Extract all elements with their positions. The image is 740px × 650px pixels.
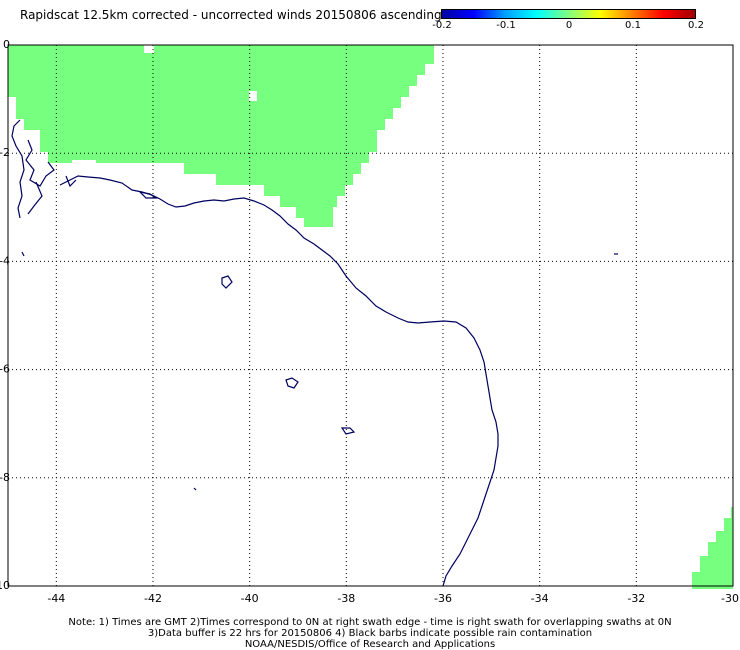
tick-label: 0 [3,38,10,51]
tick-label: -6 [0,363,10,376]
coastline [11,119,618,587]
map-frame [7,44,734,587]
colorbar-label: 0 [565,20,573,31]
map-grid [8,45,733,586]
tick-label: -30 [721,592,739,605]
tick-label: -40 [241,592,259,605]
note-line-2: 3)Data buffer is 22 hrs for 20150806 4) … [147,628,593,639]
tick-label: -36 [434,592,452,605]
map-title: Rapidscat 12.5km corrected - uncorrected… [20,8,442,22]
color-scale-bar [441,9,696,19]
note-line-3: NOAA/NESDIS/Office of Research and Appli… [244,639,496,650]
note-line-1: Note: 1) Times are GMT 2)Times correspon… [68,617,672,628]
colorbar-label: -0.1 [496,20,516,31]
tick-label: -38 [337,592,355,605]
axis-labels: -44 -42 -40 -38 -36 -34 -32 -30 0 -2 -4 -6 -8 -10 [0,38,739,605]
tick-label: -42 [144,592,162,605]
tick-label: -10 [0,579,10,592]
tick-label: -34 [531,592,549,605]
tick-label: -4 [0,254,10,267]
tick-label: -32 [627,592,645,605]
tick-label: -44 [47,592,65,605]
colorbar-label: -0.2 [432,20,452,31]
colorbar-label: 0.1 [625,20,641,31]
tick-label: -8 [0,471,10,484]
tick-label: -2 [0,146,10,159]
wind-map: -44 -42 -40 -38 -36 -34 -32 -30 0 -2 -4 -6 -8 -10 [0,38,739,605]
colorbar-label: 0.2 [688,20,704,31]
wind-swath-region [8,45,733,589]
